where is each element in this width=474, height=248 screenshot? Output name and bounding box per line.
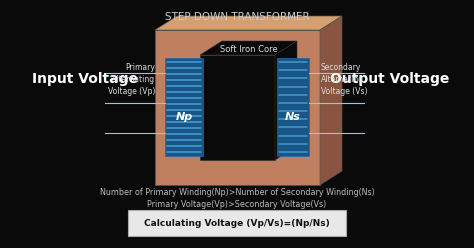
Text: Np: Np: [175, 112, 192, 122]
FancyBboxPatch shape: [128, 210, 346, 236]
Text: Number of Primary Winding(Np)>Number of Secondary Winding(Ns): Number of Primary Winding(Np)>Number of …: [100, 188, 374, 197]
Text: Ns: Ns: [285, 112, 301, 122]
Text: STEP DOWN TRANSFORMER: STEP DOWN TRANSFORMER: [164, 12, 310, 22]
Text: Input Voltage: Input Voltage: [32, 72, 138, 86]
Bar: [200, 55, 275, 160]
Text: Output Voltage: Output Voltage: [330, 72, 450, 86]
Text: Primary
Alternating
Voltage (Vp): Primary Alternating Voltage (Vp): [108, 63, 155, 95]
Bar: [277, 58, 309, 156]
Text: Calculating Voltage (Vp/Vs)=(Np/Ns): Calculating Voltage (Vp/Vs)=(Np/Ns): [144, 218, 330, 227]
Bar: [165, 58, 203, 156]
Text: Secondary
Alternating
Voltage (Vs): Secondary Alternating Voltage (Vs): [321, 63, 367, 95]
Text: Primary Voltage(Vp)>Secondary Voltage(Vs): Primary Voltage(Vp)>Secondary Voltage(Vs…: [147, 200, 327, 209]
Polygon shape: [320, 16, 342, 185]
Text: Soft Iron Core: Soft Iron Core: [219, 45, 277, 55]
Polygon shape: [275, 41, 297, 160]
Polygon shape: [200, 41, 297, 55]
Bar: [155, 30, 320, 185]
Polygon shape: [155, 16, 342, 30]
